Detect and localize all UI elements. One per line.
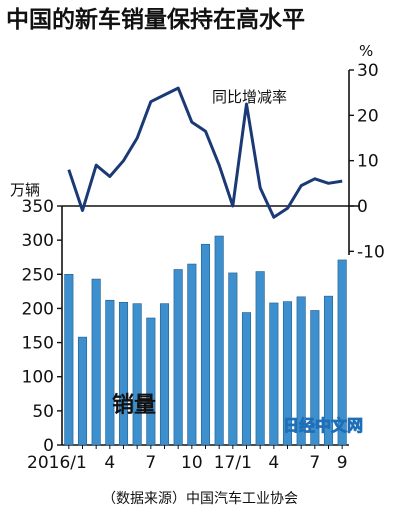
line-series-label: 同比增减率 xyxy=(212,88,287,106)
x-tick-label: 4 xyxy=(268,453,279,473)
x-tick-label: 2016/1 xyxy=(27,453,87,473)
right-tick-label: -10 xyxy=(357,242,385,262)
sales-bar xyxy=(91,278,101,446)
sales-bar xyxy=(214,235,224,446)
watermark-logo: 日经中文网 xyxy=(283,416,363,435)
x-tick-label: 9 xyxy=(337,453,348,473)
sales-bar xyxy=(200,243,211,446)
x-tick-label: 7 xyxy=(309,453,320,473)
sales-bar xyxy=(64,273,74,446)
sales-bar xyxy=(105,299,115,446)
sales-bar xyxy=(173,269,183,446)
right-tick-label: 20 xyxy=(357,106,379,126)
x-tick-label: 7 xyxy=(145,453,156,473)
left-tick-label: 200 xyxy=(22,299,54,319)
left-tick-label: 300 xyxy=(22,231,54,251)
left-tick-label: 350 xyxy=(22,197,54,217)
sales-bar xyxy=(146,317,156,446)
sales-bars xyxy=(64,235,347,446)
left-tick-label: 0 xyxy=(43,436,54,456)
right-axis-ticks: 30 20 10 0 -10 xyxy=(349,61,385,262)
sales-bar xyxy=(241,312,252,446)
x-tick-label: 10 xyxy=(181,453,203,473)
left-tick-label: 100 xyxy=(22,368,54,388)
left-axis-ticks: 0 50 100 150 200 250 300 350 xyxy=(22,197,62,456)
left-tick-label: 50 xyxy=(32,402,54,422)
yoy-rate-line xyxy=(67,86,343,219)
right-tick-label: 10 xyxy=(357,152,379,172)
x-tick-label: 4 xyxy=(104,453,115,473)
right-tick-label: 0 xyxy=(357,197,368,217)
source-note: （数据来源）中国汽车工业协会 xyxy=(102,490,298,507)
sales-bar xyxy=(118,301,129,446)
chart-title: 中国的新车销量保持在高水平 xyxy=(6,6,305,33)
left-tick-label: 150 xyxy=(22,334,54,354)
left-axis-unit: 万辆 xyxy=(10,181,40,199)
sales-bar xyxy=(77,336,88,446)
x-axis-ticks: 2016/1 4 7 10 17/1 4 7 9 xyxy=(27,445,348,473)
sales-bar xyxy=(187,263,197,446)
right-axis-unit: % xyxy=(359,42,373,60)
sales-bar xyxy=(159,303,170,446)
bar-series-label: 销量 xyxy=(112,393,156,418)
sales-bar xyxy=(269,302,279,446)
sales-bar xyxy=(255,271,265,446)
sales-bar xyxy=(228,272,238,446)
sales-bar xyxy=(132,303,142,446)
left-tick-label: 250 xyxy=(22,265,54,285)
right-tick-label: 30 xyxy=(357,61,379,81)
x-tick-label: 17/1 xyxy=(214,453,252,473)
